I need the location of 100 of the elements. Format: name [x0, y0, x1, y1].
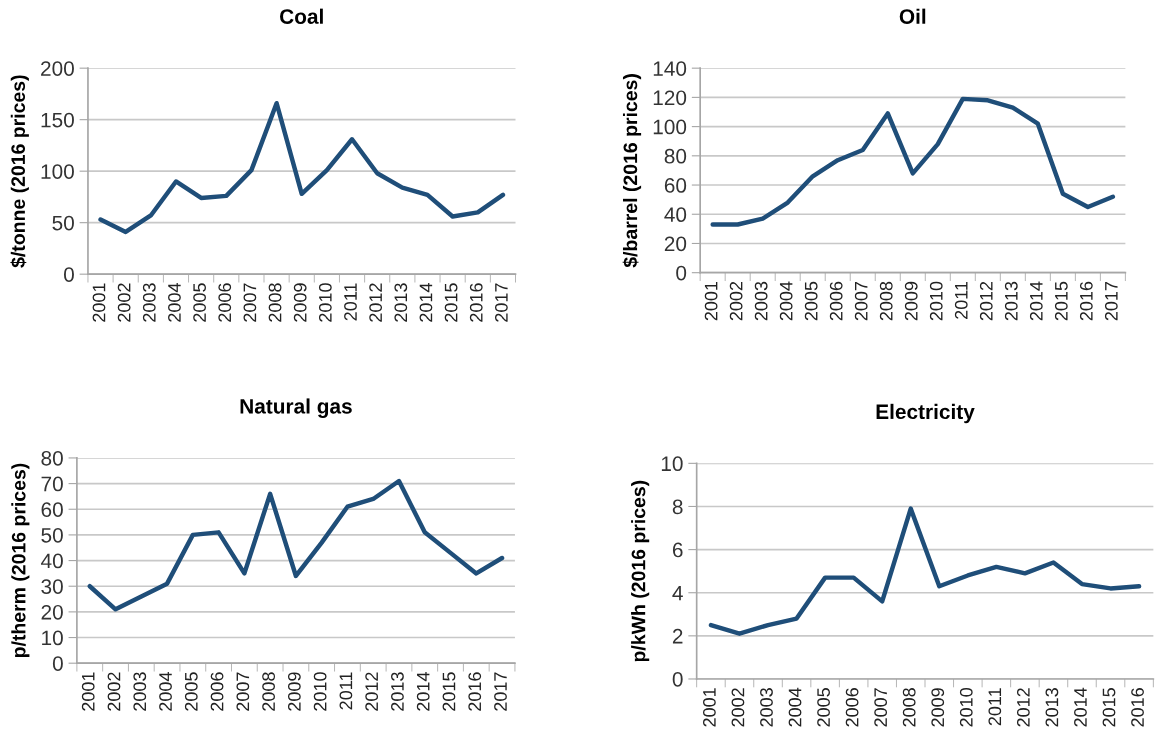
x-tick-label: 2004 — [159, 672, 172, 711]
x-tick-label: 2013 — [1045, 688, 1059, 727]
x-tick-label: 2006 — [218, 283, 232, 322]
y-tick-label: 6 — [672, 542, 683, 558]
x-tick-label: 2002 — [731, 688, 745, 727]
y-tick-label: 30 — [41, 579, 63, 594]
x-tick-label: 2015 — [444, 283, 458, 322]
x-tick-label: 2015 — [1054, 281, 1068, 321]
x-tick-label: 2013 — [1004, 281, 1018, 321]
x-tick-label: 2009 — [287, 672, 301, 711]
y-axis-title: p/therm (2016 prices) — [11, 463, 30, 658]
x-tick-label: 2010 — [313, 672, 327, 711]
x-tick-label: 2016 — [468, 672, 482, 711]
x-tick-label: 2014 — [416, 672, 430, 711]
x-tick-label: 2004 — [779, 281, 793, 321]
x-tick-label: 2002 — [107, 672, 121, 711]
x-tick-label: 2005 — [184, 672, 198, 711]
x-tick-label: 2012 — [369, 283, 383, 322]
x-tick-label: 2009 — [904, 281, 918, 321]
x-tick-label: 2012 — [1016, 688, 1030, 727]
x-tick-label: 2014 — [1029, 281, 1043, 321]
x-tick-label: 2007 — [243, 283, 257, 322]
x-tick-label: 2003 — [133, 672, 147, 711]
x-tick-label: 2016 — [469, 283, 483, 322]
x-tick-label: 2003 — [754, 281, 768, 321]
x-tick-label: 2005 — [804, 281, 818, 321]
x-tick-label: 2014 — [419, 283, 433, 322]
x-tick-label: 2003 — [142, 283, 156, 322]
x-tick-label: 2007 — [854, 281, 868, 321]
y-tick-label: 120 — [653, 90, 687, 106]
x-tick-label: 2012 — [979, 281, 993, 321]
x-tick-label: 2015 — [1102, 688, 1116, 727]
x-tick-label: 2017 — [1104, 281, 1118, 321]
x-tick-label: 2010 — [959, 688, 973, 727]
y-tick-label: 70 — [41, 476, 63, 492]
y-axis-title: p/kWh (2016 prices) — [631, 480, 650, 662]
x-tick-label: 2008 — [902, 688, 916, 727]
x-tick-label: 2016 — [1079, 281, 1093, 321]
chart-title: Natural gas — [240, 398, 352, 418]
y-tick-label: 40 — [664, 207, 687, 223]
y-tick-label: 150 — [41, 112, 74, 128]
y-tick-label: 80 — [664, 148, 687, 164]
x-tick-label: 2006 — [829, 281, 843, 321]
chart-title: Coal — [280, 8, 323, 24]
x-tick-label: 2006 — [845, 688, 859, 727]
line-series — [87, 478, 505, 612]
x-tick-label: 2003 — [760, 688, 773, 727]
x-tick-label: 2013 — [394, 283, 408, 322]
chart-title: Oil — [899, 8, 926, 24]
y-tick-label: 40 — [41, 553, 63, 569]
x-tick-label: 2008 — [262, 672, 275, 711]
y-tick-label: 60 — [664, 178, 687, 193]
y-tick-label: 200 — [41, 61, 74, 76]
line-series — [98, 100, 506, 235]
x-tick-label: 2004 — [168, 283, 181, 322]
y-tick-label: 50 — [41, 527, 63, 543]
y-tick-label: 60 — [41, 502, 63, 518]
x-tick-label: 2017 — [494, 672, 507, 711]
y-tick-label: 2 — [672, 628, 683, 644]
x-tick-label: 2010 — [318, 283, 332, 322]
y-tick-label: 50 — [52, 215, 74, 231]
x-tick-label: 2009 — [293, 283, 307, 322]
x-tick-label: 2010 — [929, 281, 943, 321]
x-tick-label: 2001 — [703, 688, 716, 727]
y-tick-label: 0 — [672, 671, 683, 687]
x-tick-label: 2008 — [879, 281, 893, 321]
x-tick-label: 2015 — [442, 672, 456, 711]
x-tick-label: 2017 — [495, 283, 508, 322]
chart-title: Electricity — [876, 403, 975, 424]
x-tick-label: 2006 — [210, 672, 224, 711]
y-tick-label: 80 — [41, 450, 63, 466]
y-tick-label: 0 — [63, 267, 74, 282]
x-tick-label: 2014 — [1074, 687, 1087, 727]
y-tick-label: 10 — [661, 456, 683, 472]
y-tick-label: 0 — [52, 656, 63, 671]
line-series — [708, 506, 1142, 636]
x-tick-label: 2011 — [988, 688, 1002, 726]
x-tick-label: 2011 — [344, 283, 357, 321]
x-tick-label: 2016 — [1131, 688, 1144, 727]
x-tick-label: 2002 — [729, 281, 743, 321]
x-tick-label: 2002 — [117, 283, 131, 322]
y-tick-label: 140 — [653, 61, 687, 76]
y-tick-label: 10 — [42, 630, 63, 646]
x-tick-label: 2001 — [81, 672, 95, 711]
y-tick-label: 20 — [41, 604, 63, 620]
x-tick-label: 2011 — [339, 672, 353, 710]
line-series — [710, 96, 1116, 227]
y-tick-label: 8 — [672, 499, 683, 515]
x-tick-label: 2013 — [391, 672, 404, 711]
x-tick-label: 2011 — [954, 281, 968, 319]
y-tick-label: 0 — [676, 265, 687, 281]
x-tick-label: 2012 — [365, 672, 379, 711]
x-tick-label: 2007 — [236, 672, 250, 711]
x-tick-label: 2008 — [268, 283, 282, 322]
x-tick-label: 2007 — [874, 688, 888, 727]
x-tick-label: 2001 — [704, 281, 718, 321]
y-tick-label: 100 — [653, 119, 687, 135]
y-tick-label: 100 — [41, 164, 74, 179]
x-tick-label: 2005 — [193, 283, 206, 322]
x-tick-label: 2001 — [92, 283, 106, 322]
